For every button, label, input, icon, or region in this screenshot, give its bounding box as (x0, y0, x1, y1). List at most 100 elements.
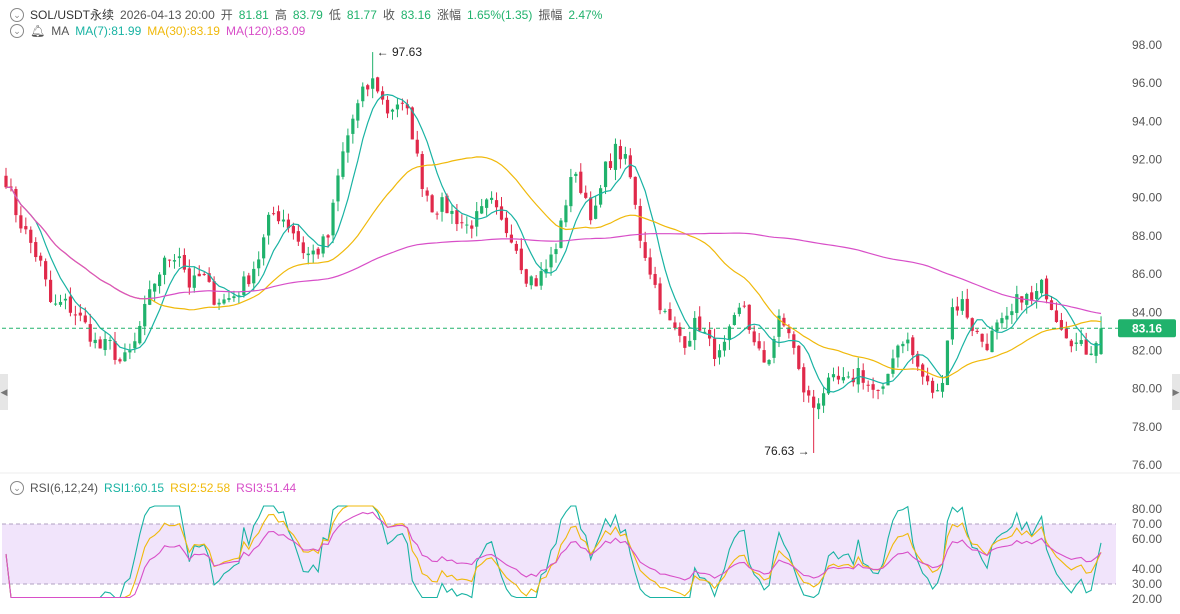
candle-body (494, 200, 499, 208)
collapse-icon[interactable]: ⌄ (10, 24, 24, 38)
candle-body (802, 367, 806, 393)
candle-body (1054, 310, 1059, 322)
candle-body (1039, 279, 1044, 294)
candle-body (158, 274, 162, 287)
collapse-icon[interactable]: ⌄ (10, 7, 24, 22)
candle-body (940, 382, 945, 392)
candle-body (153, 283, 157, 292)
price-tick-label: 80.00 (1132, 382, 1162, 396)
candle-body (628, 155, 632, 178)
candle-body (871, 384, 875, 390)
ohlc-header: ⌄ SOL/USDT永续 2026-04-13 20:00 开 81.81 高 83… (10, 6, 602, 23)
candle-body (584, 192, 588, 198)
price-tick-label: 86.00 (1132, 267, 1162, 281)
candle-body (440, 197, 444, 212)
candle-body (113, 341, 117, 360)
candle-layer (4, 52, 1103, 453)
candle-body (108, 339, 112, 342)
scroll-right-button[interactable]: ▶ (1172, 374, 1180, 410)
candle-body (252, 268, 256, 284)
price-tick-label: 96.00 (1132, 76, 1162, 90)
ma-name: MA (51, 24, 70, 38)
candle-body (1035, 291, 1039, 300)
rsi1-value: RSI1:60.15 (104, 481, 165, 495)
candle-body (4, 175, 8, 188)
candle-body (539, 271, 543, 286)
candle-body (207, 273, 211, 282)
price-tick-label: 98.00 (1132, 38, 1162, 52)
candle-body (222, 299, 226, 304)
candle-body (777, 315, 781, 337)
rsi3-line (5, 511, 1102, 599)
candle-body (549, 254, 553, 268)
candle-body (658, 283, 662, 311)
candle-body (772, 339, 776, 358)
candle-body (321, 236, 325, 254)
ma30-value: MA(30):83.19 (147, 24, 220, 38)
candle-body (390, 109, 395, 112)
rsi-legend: ⌄ RSI(6,12,24) RSI1:60.15 RSI2:52.58 RSI… (10, 481, 296, 495)
candle-body (247, 275, 251, 285)
candle-body (68, 296, 73, 313)
candle-body (351, 118, 355, 134)
candle-body (63, 298, 68, 301)
candle-body (732, 315, 736, 326)
candle-body (24, 226, 28, 230)
candle-body (103, 339, 107, 351)
candle-body (594, 205, 598, 219)
candle-body (291, 226, 295, 234)
candle-body (990, 330, 994, 353)
candle-body (861, 370, 865, 383)
candle-body (237, 295, 241, 297)
open-value: 81.81 (238, 7, 269, 22)
candle-body (123, 352, 127, 362)
candle-body (1089, 353, 1093, 355)
candle-body (73, 314, 77, 316)
scroll-left-button[interactable]: ◀ (0, 374, 8, 410)
low-label: 低 (328, 8, 341, 22)
open-label: 开 (220, 8, 233, 22)
candle-body (1084, 339, 1088, 355)
ma120-value: MA(120):83.09 (225, 24, 306, 38)
ma7-value: MA(7):81.99 (75, 24, 142, 38)
candle-body (1074, 342, 1078, 344)
candle-body (133, 341, 137, 349)
rsi-layer (5, 505, 1102, 599)
alert-bell-icon[interactable]: 🔔︎ (30, 24, 46, 38)
candle-body (579, 171, 583, 193)
candle-body (767, 360, 771, 365)
symbol-label: SOL/USDT永续 (30, 8, 115, 22)
ma120-line (5, 186, 1102, 315)
candle-body (891, 358, 895, 374)
candle-body (58, 301, 63, 305)
candle-body (281, 219, 286, 222)
candle-body (598, 188, 603, 205)
max-price-marker: ← 97.63 (377, 45, 423, 59)
candle-body (172, 260, 177, 262)
candle-body (712, 338, 717, 359)
candle-body (376, 77, 380, 92)
candle-body (866, 384, 870, 386)
candle-body (613, 143, 618, 170)
candle-body (197, 273, 201, 277)
candle-body (485, 199, 489, 208)
datetime-label: 2026-04-13 20:00 (120, 7, 215, 22)
candle-body (53, 303, 58, 305)
candle-body (93, 339, 97, 344)
candle-body (737, 307, 741, 314)
candle-body (985, 343, 989, 351)
candle-body (673, 322, 677, 328)
candle-body (821, 393, 826, 406)
candle-body (960, 299, 964, 311)
candle-body (807, 390, 811, 396)
candle-body (524, 269, 528, 284)
candle-body (534, 278, 538, 287)
collapse-icon[interactable]: ⌄ (10, 481, 24, 495)
candle-body (489, 197, 494, 200)
candle-body (514, 243, 518, 251)
candle-body (202, 274, 206, 276)
candle-body (623, 154, 627, 159)
candle-body (896, 345, 900, 358)
candle-body (519, 248, 523, 271)
candle-body (326, 235, 330, 238)
